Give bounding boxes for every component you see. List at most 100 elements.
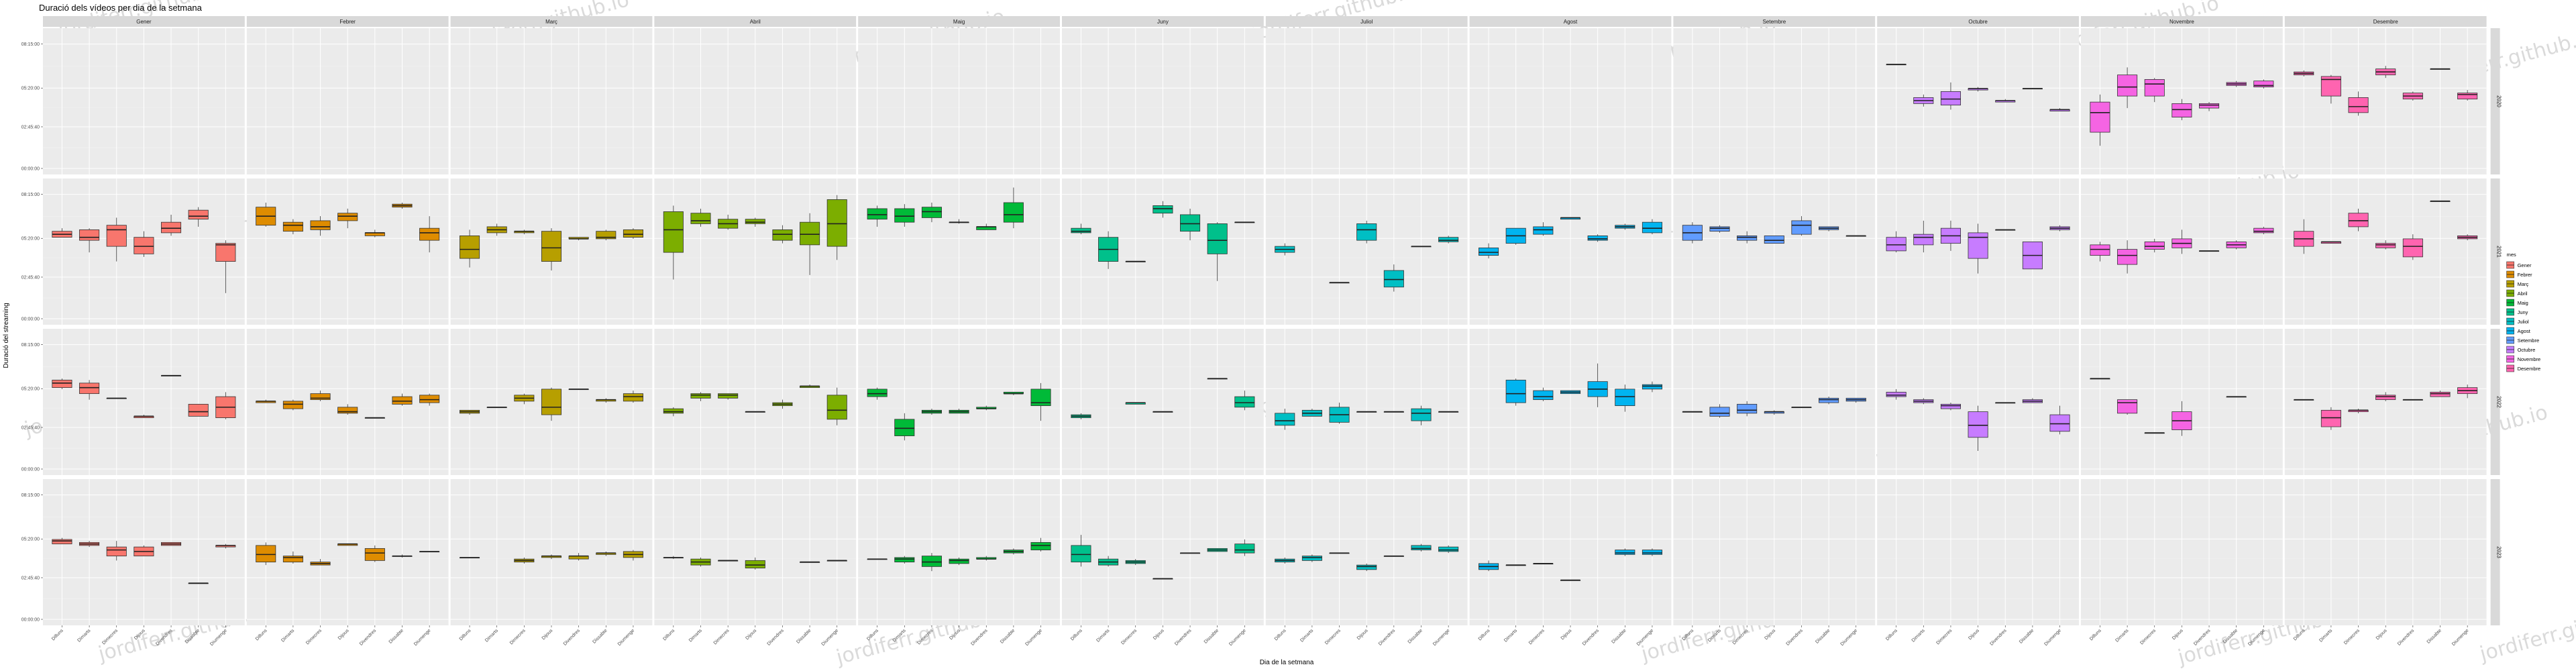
box — [894, 557, 915, 563]
chart-title: Duració dels vídeos per dia de la setman… — [39, 3, 203, 13]
box — [2117, 74, 2138, 97]
month-strip-label: Març — [545, 19, 557, 25]
y-tick-label: 08:15:00 — [21, 193, 40, 197]
box — [79, 229, 100, 241]
legend-label: Maig — [2518, 300, 2528, 306]
month-strip-label: Novembre — [2169, 19, 2194, 25]
box — [949, 558, 969, 564]
month-strip — [858, 16, 1060, 27]
box — [921, 556, 942, 567]
x-axis-title: Dia de la setmana — [1260, 659, 1314, 666]
legend-label: Abril — [2518, 291, 2528, 297]
box — [2348, 97, 2369, 113]
month-strip-label: Agost — [1564, 19, 1578, 25]
box — [188, 209, 209, 220]
box — [718, 393, 739, 399]
box — [1615, 389, 1635, 407]
month-strip-label: Setembre — [1762, 19, 1786, 25]
month-strip — [1877, 16, 2079, 27]
box — [800, 221, 820, 246]
month-strip — [654, 16, 857, 27]
month-strip-label: Febrer — [339, 19, 356, 25]
box — [1791, 220, 1812, 235]
box — [1071, 545, 1091, 563]
box — [1003, 202, 1024, 223]
month-strip-label: Desembre — [2373, 19, 2398, 25]
box — [2320, 409, 2341, 427]
box — [1207, 223, 1228, 254]
month-strip — [43, 16, 245, 27]
box — [826, 395, 847, 420]
month-strip-label: Juny — [1157, 19, 1169, 25]
box — [541, 231, 562, 262]
month-strip — [2081, 16, 2283, 27]
box — [79, 382, 100, 395]
box — [867, 389, 888, 397]
y-tick-label: 08:15:00 — [21, 493, 40, 498]
box — [1709, 407, 1730, 417]
y-tick-label: 02:45:40 — [21, 275, 40, 280]
box — [337, 407, 358, 414]
box — [2253, 81, 2274, 88]
box — [1411, 408, 1432, 421]
box — [1913, 234, 1934, 246]
box — [364, 548, 385, 561]
year-strip-label: 2021 — [2496, 246, 2502, 258]
box — [419, 395, 440, 403]
y-axis-title: Duració del streaming — [3, 303, 10, 368]
legend-label: Gener — [2518, 262, 2532, 268]
box — [1479, 247, 1499, 256]
year-strip-label: 2023 — [2496, 546, 2502, 558]
box — [1940, 91, 1961, 106]
box — [1615, 550, 1635, 555]
y-tick-label: 00:00:00 — [21, 167, 40, 172]
box — [1030, 541, 1051, 551]
y-tick-label: 00:00:00 — [21, 618, 40, 623]
year-strip — [2490, 479, 2500, 625]
box — [623, 393, 643, 402]
box — [2430, 391, 2451, 397]
y-tick-label: 05:20:00 — [21, 387, 40, 392]
box — [663, 408, 684, 414]
y-tick-label: 05:20:00 — [21, 537, 40, 542]
box — [1886, 391, 1907, 397]
year-strip — [2490, 28, 2500, 174]
box — [894, 208, 915, 223]
box — [256, 545, 276, 563]
month-strip-label: Juliol — [1360, 19, 1373, 25]
month-strip-label: Maig — [953, 19, 965, 25]
box — [161, 221, 182, 234]
box — [1940, 403, 1961, 409]
box — [133, 237, 154, 254]
month-strip-label: Octubre — [1968, 19, 1988, 25]
box — [1356, 223, 1377, 241]
box — [1642, 550, 1662, 555]
box — [2375, 395, 2396, 401]
year-strip — [2490, 178, 2500, 325]
box — [2049, 414, 2070, 432]
box — [1642, 384, 1662, 390]
y-tick-label: 08:15:00 — [21, 343, 40, 348]
box — [2253, 227, 2274, 234]
box — [2171, 103, 2192, 117]
legend-label: Juliol — [2518, 319, 2529, 325]
box — [2375, 243, 2396, 248]
box — [1234, 396, 1255, 408]
box — [1438, 237, 1459, 242]
box — [1819, 397, 1839, 403]
box — [392, 396, 413, 405]
box — [1764, 236, 1784, 244]
month-strip — [246, 16, 449, 27]
month-strip — [450, 16, 653, 27]
box — [106, 225, 127, 247]
box — [2117, 249, 2138, 265]
box — [1301, 556, 1322, 561]
facet-panels: Gener Febrer Març Abril Maig Juny Juliol Agost S… — [21, 16, 2502, 647]
box — [2199, 103, 2220, 109]
box — [1533, 226, 1554, 235]
box — [419, 227, 440, 241]
box — [2402, 238, 2423, 258]
box — [2144, 79, 2165, 97]
box — [1356, 564, 1377, 570]
